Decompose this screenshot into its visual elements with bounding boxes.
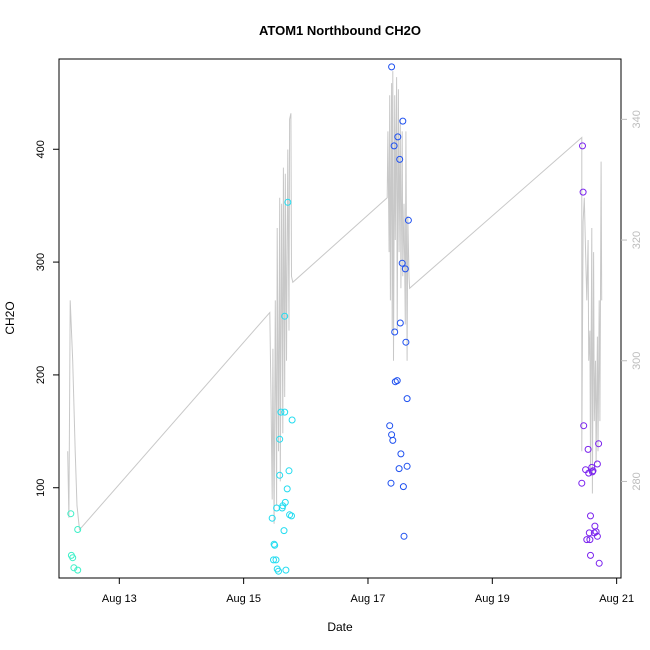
data-point — [74, 526, 82, 533]
data-point — [397, 450, 405, 458]
data-point — [398, 259, 406, 267]
data-point — [281, 312, 289, 320]
data-point — [272, 556, 280, 564]
x-axis: Aug 13 Aug 15 Aug 17 Aug 19 Aug 21 — [102, 578, 634, 605]
data-point — [586, 536, 594, 544]
data-point — [74, 566, 82, 574]
data-point — [583, 536, 591, 544]
data-point — [395, 465, 403, 473]
data-point — [284, 198, 292, 206]
data-point — [277, 408, 285, 416]
y-tick-label: 300 — [35, 253, 47, 271]
x-tick-label: Aug 13 — [102, 593, 137, 605]
data-point — [588, 463, 596, 471]
data-point — [388, 63, 396, 71]
data-point — [584, 445, 592, 453]
data-point — [404, 216, 412, 224]
chart-title: ATOM1 Northbound CH2O — [259, 23, 421, 38]
data-point — [401, 265, 409, 273]
data-point — [587, 551, 594, 559]
secondary-line — [67, 71, 603, 531]
data-point — [69, 554, 77, 562]
data-point — [281, 408, 289, 416]
y-tick-label: 200 — [35, 366, 47, 384]
data-point — [394, 133, 402, 141]
data-point — [70, 564, 78, 572]
data-point — [400, 532, 408, 540]
y-axis-label: CH2O — [3, 301, 17, 334]
data-point — [399, 117, 407, 125]
data-point — [403, 395, 411, 403]
data-point — [270, 556, 277, 564]
data-point — [593, 460, 601, 468]
x-axis-label: Date — [327, 620, 353, 634]
data-point — [587, 512, 594, 520]
y-tick-label: 100 — [35, 479, 47, 497]
data-point — [390, 142, 398, 150]
data-point — [396, 155, 404, 163]
data-point — [280, 527, 288, 535]
data-point — [399, 483, 407, 491]
data-point — [396, 319, 404, 327]
x-tick-label: Aug 21 — [599, 593, 634, 605]
data-point — [288, 416, 296, 424]
data-point — [282, 566, 290, 574]
data-point — [285, 467, 293, 475]
data-point — [578, 479, 586, 487]
plot-frame — [58, 58, 622, 579]
data-point — [595, 440, 603, 448]
data-point — [589, 467, 597, 475]
data-point — [283, 485, 291, 493]
data-point — [393, 377, 401, 385]
right-y-axis: 280 300 320 340 — [621, 110, 643, 491]
data-point — [403, 462, 411, 470]
y2-tick-label: 280 — [631, 472, 643, 490]
y2-tick-label: 300 — [631, 352, 643, 370]
x-tick-label: Aug 19 — [475, 593, 510, 605]
line-series-layer — [67, 71, 603, 531]
data-point — [67, 510, 75, 518]
data-point — [579, 188, 587, 196]
data-point — [386, 422, 394, 430]
data-point — [579, 142, 586, 150]
data-point — [580, 422, 588, 430]
y-tick-label: 400 — [35, 140, 47, 158]
data-point — [276, 471, 284, 479]
data-point — [387, 479, 395, 487]
data-point — [595, 559, 603, 567]
data-point — [389, 436, 397, 444]
data-point — [288, 512, 295, 520]
y2-tick-label: 340 — [631, 110, 643, 128]
data-point — [593, 532, 601, 540]
data-point — [276, 435, 284, 443]
data-point — [271, 541, 279, 549]
data-point — [402, 338, 410, 346]
data-point — [268, 514, 276, 522]
data-point — [391, 328, 399, 336]
x-tick-label: Aug 15 — [226, 593, 261, 605]
data-point — [585, 529, 593, 537]
data-point — [592, 528, 600, 536]
x-tick-label: Aug 17 — [351, 593, 386, 605]
y2-tick-label: 320 — [631, 231, 643, 249]
data-point — [281, 498, 289, 506]
y-axis: 100 200 300 400 — [35, 140, 59, 497]
data-point — [275, 567, 282, 575]
points-layer — [67, 63, 603, 575]
